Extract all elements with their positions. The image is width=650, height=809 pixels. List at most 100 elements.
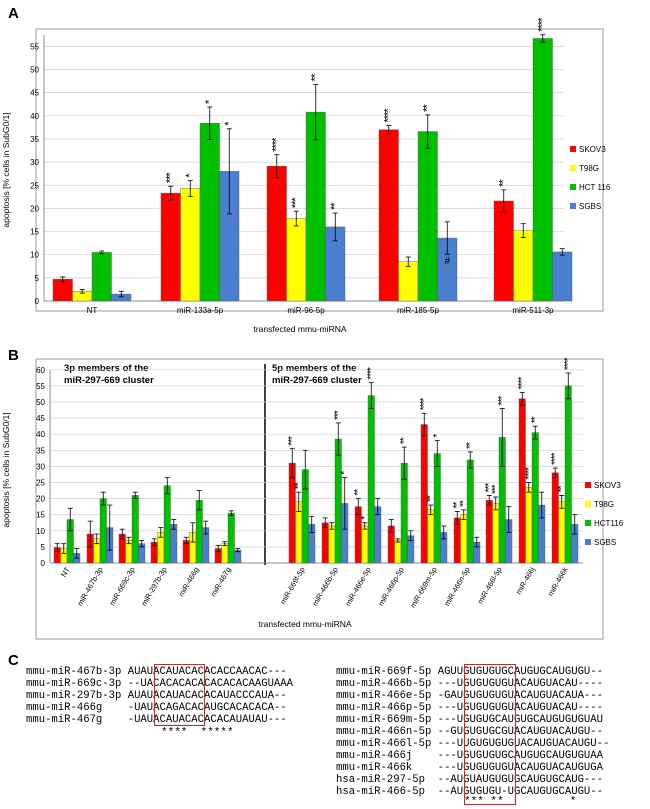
legend-swatch <box>570 146 576 152</box>
y-tick-label: 45 <box>30 89 39 98</box>
bar-skov3 <box>288 462 296 564</box>
bar-skov3 <box>321 522 329 564</box>
significance-stars: ** <box>530 416 541 423</box>
significance-stars: *** <box>333 410 344 420</box>
alignment-right-conservation: *** ** * <box>464 796 577 808</box>
significance-stars: ** <box>329 202 341 210</box>
y-tick-label: 35 <box>36 446 45 455</box>
legend-swatch <box>570 203 576 209</box>
significance-stars: **** <box>524 467 535 480</box>
y-tick-label: 55 <box>30 42 39 51</box>
y-tick-label: 0 <box>41 559 46 568</box>
chart-b-ylabel: apoptosis [% cells in SubG0/1] <box>1 412 11 527</box>
sequence-line: mmu-miR-466n-5p --GUGUGUGCGUACAUGUACAUGU… <box>336 726 604 738</box>
legend-label: SGBS <box>579 202 601 211</box>
bar-skov3 <box>52 279 73 302</box>
bar-t98g <box>492 503 500 564</box>
bar-hct116 <box>199 123 220 302</box>
chart-b: apoptosis [% cells in SubG0/1] transfect… <box>1 357 624 640</box>
sequence-line: mmu-miR-466e-5p -GAUGUGUGUGUACAUGUACAUA-… <box>336 690 604 702</box>
panel-label-a: A <box>8 5 19 22</box>
y-tick-label: 30 <box>30 158 39 167</box>
legend-label: SKOV3 <box>579 145 606 154</box>
significance-stars: ** <box>459 500 470 507</box>
alignment-right: mmu-miR-669f-5p AGUUGUGUGUGCAUGUGCAUGUGU… <box>336 666 609 798</box>
bar-hct116 <box>367 395 375 564</box>
bar-t98g <box>361 525 369 564</box>
significance-stars: *** <box>290 197 302 209</box>
y-tick-label: 30 <box>36 462 45 471</box>
y-tick-label: 10 <box>36 527 45 536</box>
alignment-left-conservation: **** ***** <box>161 727 234 739</box>
bar-skov3 <box>420 424 428 564</box>
significance-stars: *** <box>497 396 508 406</box>
bar-t98g <box>398 261 419 302</box>
legend-label: T98G <box>579 164 599 173</box>
bar-t98g <box>328 525 336 564</box>
significance-stars: ** <box>557 485 568 492</box>
significance-stars: ** <box>353 489 364 496</box>
y-tick-label: 40 <box>36 430 45 439</box>
significance-stars: **** <box>537 17 549 32</box>
significance-stars: **** <box>366 367 377 380</box>
y-tick-label: 15 <box>30 228 39 237</box>
seed-box-left <box>154 664 205 726</box>
bar-hct116 <box>532 38 553 302</box>
figure-canvas: apoptosis [% cells in SubG0/1] transfect… <box>1 17 624 640</box>
chart-b-annotation-3p: 3p members of the <box>64 363 148 374</box>
x-tick-label: miR-511-3p <box>512 306 554 315</box>
significance-stars: **** <box>383 108 395 123</box>
bar-t98g <box>221 543 229 564</box>
significance-stars: *** <box>287 436 298 446</box>
sequence-line: mmu-miR-467b-3p AUAUACAUACACACACCAACAC--… <box>26 666 287 678</box>
legend-label: HCT116 <box>594 519 624 528</box>
sequence-line: mmu-miR-669f-5p AGUUGUGUGUGCAUGUGCAUGUGU… <box>336 666 604 678</box>
y-tick-label: 40 <box>30 112 39 121</box>
y-tick-label: 25 <box>30 181 39 190</box>
chart-b-annotation-3p-line2: miR-297-669 cluster <box>64 375 154 386</box>
bar-t98g <box>460 514 468 564</box>
significance-stars: ** <box>294 482 305 489</box>
y-tick-label: 15 <box>36 511 45 520</box>
bar-hct116 <box>131 495 139 564</box>
significance-stars: ** <box>498 179 510 187</box>
y-tick-label: 10 <box>30 251 39 260</box>
significance-stars: * <box>204 99 216 104</box>
bar-sgbs <box>374 506 382 564</box>
alignment-left: mmu-miR-467b-3p AUAUACAUACACACACCAACAC--… <box>26 666 293 726</box>
sequence-line: mmu-miR-467g -UAUACAUACACACACAUAUAU--- <box>26 714 287 726</box>
significance-stars: * <box>360 516 371 520</box>
y-tick-label: 20 <box>36 495 45 504</box>
significance-stars: **** <box>419 398 430 411</box>
x-tick-label: NT <box>87 306 98 315</box>
chart-b-xlabel: transfected mmu-miRNA <box>258 619 351 629</box>
significance-stars: ** <box>399 437 410 444</box>
y-tick-label: 20 <box>30 204 39 213</box>
significance-stars: ** <box>452 502 463 509</box>
bar-t98g <box>427 509 435 564</box>
bar-hct116 <box>334 438 342 564</box>
legend-label: HCT 116 <box>579 183 611 192</box>
sequence-line: mmu-miR-466l-5p ---UUGUGUGUGUACAUGUACAUG… <box>336 738 610 750</box>
bar-hct116 <box>466 459 474 564</box>
y-tick-label: 60 <box>36 366 45 375</box>
sequence-line: mmu-miR-669m-5p ---UGUGUGCAUGUGCAUGUGUGU… <box>336 714 604 726</box>
y-tick-label: 0 <box>35 297 40 306</box>
sequence-line: mmu-miR-466p-5p ---UGUGUGUGUACAUGUACAU--… <box>336 702 604 714</box>
significance-stars: * <box>432 434 443 438</box>
significance-stars: * <box>223 121 235 126</box>
bar-sgbs <box>170 524 178 564</box>
legend-swatch <box>570 165 576 171</box>
significance-stars: *** <box>491 484 502 494</box>
legend-label: T98G <box>594 500 614 509</box>
significance-stars: * <box>340 471 351 475</box>
bar-hct116 <box>91 252 112 302</box>
y-tick-label: 25 <box>36 479 45 488</box>
bar-skov3 <box>485 500 493 564</box>
bar-t98g <box>558 501 566 564</box>
y-tick-label: 35 <box>30 135 39 144</box>
legend-swatch <box>585 482 591 488</box>
chart-a-ylabel: apoptosis [% cells in SubG0/1] <box>1 112 11 227</box>
panel-label-b: B <box>8 347 19 364</box>
bar-sgbs <box>552 251 573 302</box>
